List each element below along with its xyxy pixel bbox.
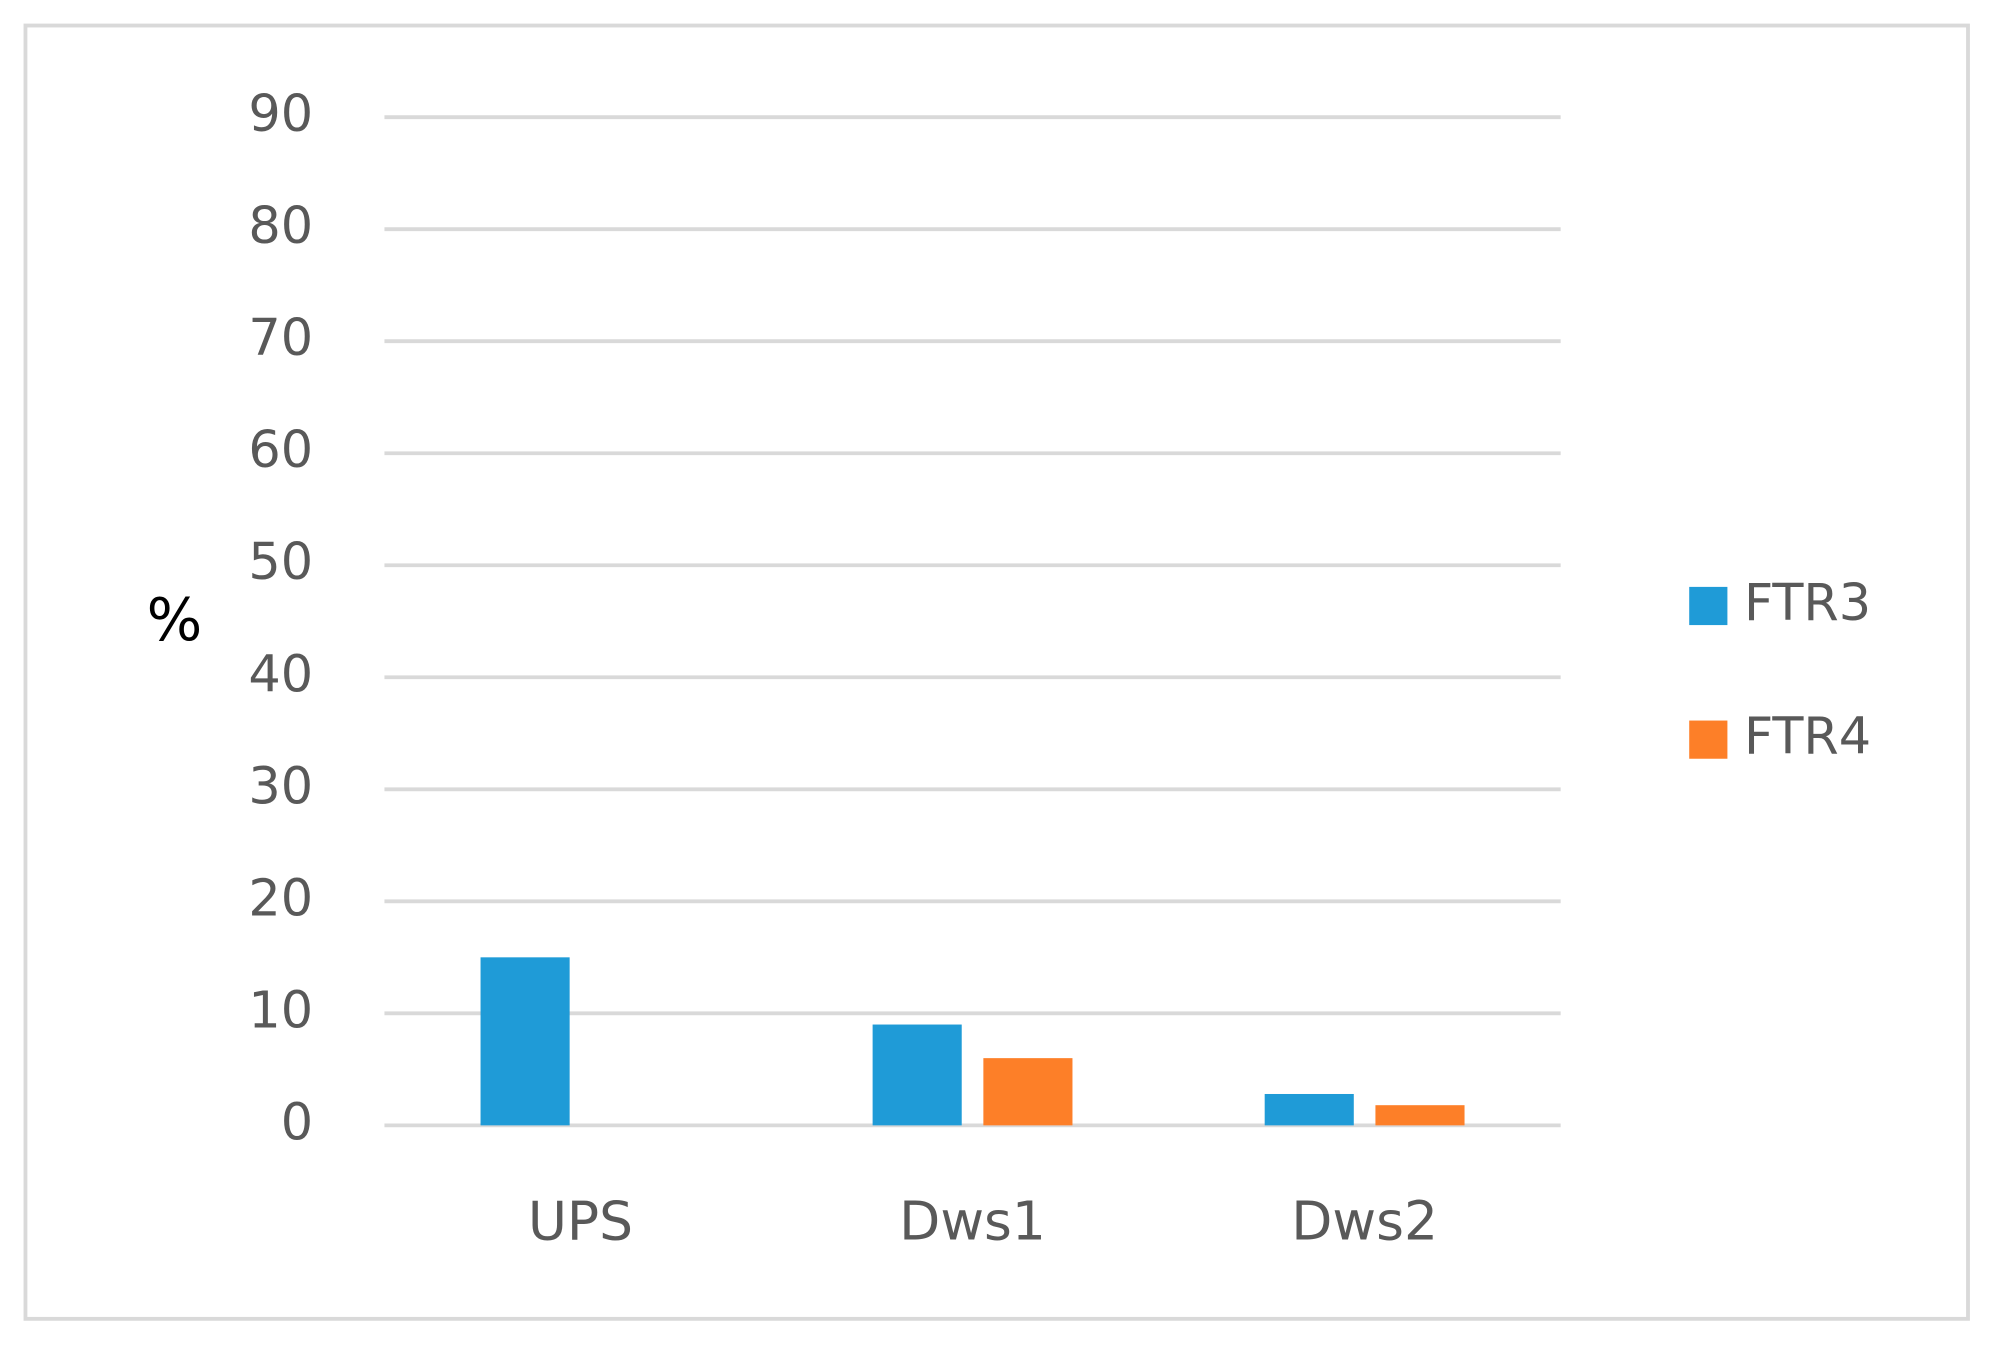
legend-label: FTR4 bbox=[1744, 708, 1871, 767]
x-tick-label: UPS bbox=[528, 1189, 633, 1252]
legend-swatch bbox=[1689, 586, 1728, 626]
y-tick-label: 90 bbox=[248, 85, 313, 144]
y-tick-label: 0 bbox=[281, 1093, 313, 1152]
y-tick-label: 60 bbox=[248, 421, 313, 480]
x-tick-label: Dws2 bbox=[1291, 1189, 1438, 1252]
y-tick-label: 80 bbox=[248, 197, 313, 256]
bar bbox=[1264, 1093, 1354, 1126]
bar bbox=[872, 1024, 962, 1126]
y-tick-label: 10 bbox=[248, 981, 313, 1040]
x-tick-label: Dws1 bbox=[899, 1189, 1046, 1252]
legend-label: FTR3 bbox=[1744, 574, 1871, 633]
y-axis-label: % bbox=[147, 586, 203, 654]
y-tick-label: 50 bbox=[248, 533, 313, 592]
bar bbox=[480, 957, 570, 1126]
bar bbox=[983, 1058, 1073, 1126]
bar bbox=[1375, 1105, 1465, 1126]
y-tick-label: 20 bbox=[248, 869, 313, 928]
y-tick-label: 70 bbox=[248, 309, 313, 368]
legend-swatch bbox=[1689, 720, 1728, 759]
y-tick-label: 30 bbox=[248, 757, 313, 816]
y-tick-label: 40 bbox=[248, 645, 313, 704]
